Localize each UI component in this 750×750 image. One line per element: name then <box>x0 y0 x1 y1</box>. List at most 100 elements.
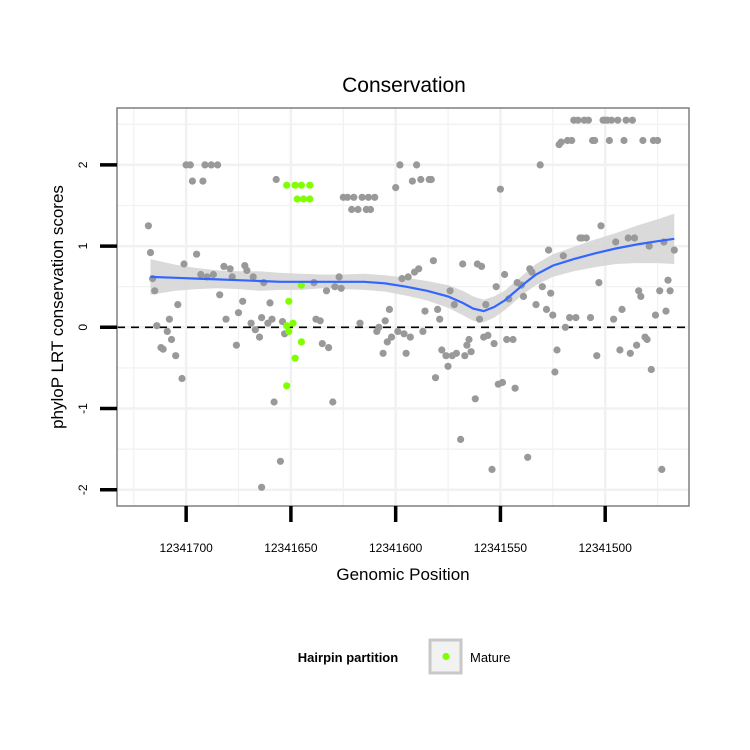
data-point <box>654 136 662 145</box>
x-tick-label: 12341550 <box>474 541 528 555</box>
data-point <box>582 234 590 242</box>
data-point <box>561 323 570 331</box>
data-point <box>381 317 389 325</box>
y-tick-label: -1 <box>76 403 90 414</box>
panel-background <box>117 108 689 506</box>
data-point <box>408 177 416 185</box>
data-point <box>163 327 171 335</box>
data-point <box>268 315 276 323</box>
data-point <box>159 345 167 353</box>
data-point <box>639 136 647 145</box>
data-point <box>402 349 410 357</box>
data-point <box>383 338 391 346</box>
data-point <box>519 292 528 300</box>
data-point <box>153 322 161 330</box>
data-point <box>318 340 326 348</box>
y-tick-label: 2 <box>76 161 90 168</box>
data-point <box>232 341 240 349</box>
data-point <box>209 270 217 279</box>
data-point <box>463 341 471 349</box>
data-point <box>509 335 517 344</box>
data-point <box>612 238 620 246</box>
data-point <box>452 349 460 357</box>
data-point <box>591 136 599 145</box>
data-point <box>536 161 544 169</box>
data-point <box>566 314 574 322</box>
data-point <box>597 222 605 230</box>
x-tick-label: 12341500 <box>578 541 632 555</box>
data-point <box>258 483 266 491</box>
data-point <box>429 257 437 265</box>
data-point <box>501 270 509 279</box>
data-point <box>178 374 186 383</box>
data-point <box>465 335 473 344</box>
data-point <box>459 260 467 268</box>
data-point <box>272 175 280 184</box>
data-point <box>266 299 274 307</box>
data-point <box>207 161 215 169</box>
data-point-mature <box>285 327 293 335</box>
data-point <box>258 314 266 322</box>
data-point <box>180 260 188 268</box>
data-point-mature <box>306 195 314 203</box>
data-point <box>146 249 155 257</box>
legend-title: Hairpin partition <box>298 650 398 665</box>
data-point <box>371 193 379 201</box>
data-point <box>572 314 580 322</box>
data-point <box>618 305 626 313</box>
legend: Hairpin partition Mature <box>298 638 510 675</box>
data-point <box>503 335 511 344</box>
data-point <box>413 161 421 169</box>
data-point <box>214 161 222 169</box>
data-point <box>335 273 343 281</box>
points-mature <box>283 181 314 390</box>
data-point <box>450 301 458 309</box>
data-point <box>614 116 622 124</box>
data-point <box>461 352 469 360</box>
data-point-mature <box>283 382 291 390</box>
data-point <box>379 349 387 357</box>
data-point <box>392 184 400 192</box>
data-point <box>662 307 670 315</box>
data-point <box>635 287 643 295</box>
data-point <box>511 384 519 392</box>
data-point <box>624 234 632 242</box>
data-point <box>398 275 406 283</box>
data-point <box>658 465 666 473</box>
data-point <box>400 330 408 338</box>
data-point <box>199 177 207 185</box>
data-point <box>174 301 182 309</box>
data-point <box>436 315 444 323</box>
y-tick-label: 1 <box>76 242 90 249</box>
data-point <box>610 315 618 323</box>
data-point <box>427 175 435 184</box>
data-point <box>553 346 561 354</box>
data-point <box>251 326 259 334</box>
x-axis-ticks: 12341700 12341650 12341600 12341550 12341500 <box>159 506 632 555</box>
data-point <box>651 311 660 319</box>
data-point <box>358 193 366 201</box>
data-point <box>366 205 375 214</box>
data-point <box>350 193 358 201</box>
data-point <box>186 161 194 169</box>
data-point-mature <box>297 181 305 189</box>
data-point-mature <box>283 181 291 189</box>
data-point <box>593 352 601 360</box>
data-point <box>249 273 257 281</box>
data-point <box>243 266 251 274</box>
points-other <box>144 116 678 491</box>
data-point <box>165 315 173 323</box>
data-point <box>670 246 678 254</box>
data-point <box>656 287 664 295</box>
data-point <box>595 279 603 287</box>
data-point <box>331 283 339 291</box>
data-point <box>559 252 567 260</box>
data-point <box>647 365 655 374</box>
data-point <box>322 287 331 295</box>
data-point <box>356 319 364 327</box>
data-point-mature <box>283 322 291 330</box>
data-point <box>542 305 551 313</box>
data-point <box>490 340 498 348</box>
data-point <box>151 287 159 295</box>
data-point <box>354 205 362 214</box>
